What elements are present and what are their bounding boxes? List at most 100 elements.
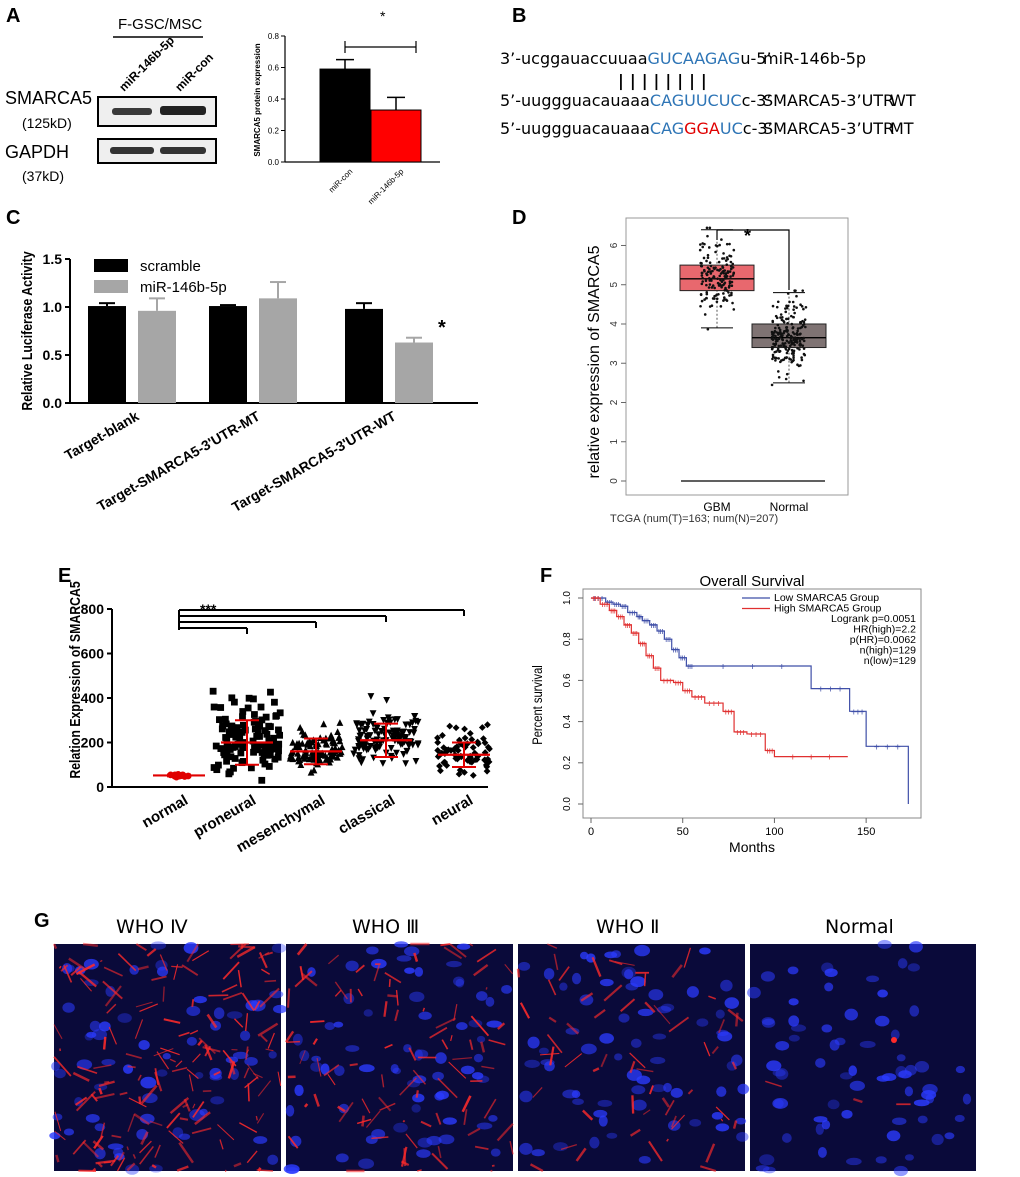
- red-stain-0: [82, 942, 99, 948]
- point-d: [796, 346, 799, 350]
- point-d: [706, 327, 710, 331]
- nucleus-1: [283, 1164, 300, 1174]
- nucleus-3: [772, 1098, 789, 1109]
- nucleus-1: [334, 1065, 345, 1076]
- red-stain-0: [72, 1071, 90, 1082]
- point-e: [371, 727, 379, 735]
- point-e: [327, 731, 335, 739]
- red-stain-1: [450, 1035, 453, 1042]
- censor-mark-f: +: [859, 707, 865, 718]
- red-stain-0: [178, 1141, 194, 1164]
- nucleus-1: [345, 960, 359, 972]
- red-stain-0: [192, 1053, 201, 1063]
- nucleus-3: [893, 1165, 908, 1177]
- red-stain-1: [379, 1102, 396, 1111]
- point-e: [461, 725, 468, 733]
- point-e: [275, 726, 282, 734]
- red-stain-1: [310, 1020, 325, 1024]
- chart-e-subtypes: *** 0200400600800normalproneuralmesenchy…: [67, 581, 493, 856]
- point-d: [730, 291, 733, 295]
- nucleus-2: [663, 1082, 672, 1093]
- point-d: [792, 305, 796, 308]
- red-stain-1: [400, 1160, 410, 1166]
- point-d: [715, 300, 719, 304]
- wt-sequence: 5’-uuggguacauaaaCAGUUCUCc-3’: [500, 91, 771, 110]
- nucleus-3: [824, 982, 834, 992]
- nucleus-1: [453, 976, 465, 987]
- nucleus-1: [434, 1092, 445, 1101]
- red-stain-0: [237, 969, 242, 988]
- wt-seq-seed: CAGUUCUC: [650, 91, 742, 110]
- point-e: [222, 734, 230, 741]
- point-e: [394, 716, 401, 723]
- nucleus-2: [599, 1033, 614, 1044]
- nucleus-0: [101, 1058, 116, 1066]
- red-stain-0: [246, 1150, 258, 1164]
- red-stain-0: [192, 1103, 196, 1109]
- red-stain-0: [90, 1093, 98, 1102]
- point-d: [776, 347, 780, 351]
- nucleus-1: [412, 1093, 425, 1103]
- nucleus-2: [559, 982, 568, 991]
- nucleus-3: [913, 1099, 930, 1107]
- nucleus-0: [213, 1007, 225, 1020]
- y-tick-label-f: 1.0: [562, 591, 573, 605]
- red-stain-0: [194, 1111, 211, 1126]
- point-d: [798, 339, 802, 343]
- red-stain-1: [357, 988, 363, 997]
- legend-label-c-0: scramble: [140, 258, 201, 275]
- red-stain-2: [629, 1060, 636, 1074]
- point-d: [705, 259, 708, 263]
- point-d: [776, 300, 780, 304]
- nucleus-0: [105, 986, 116, 997]
- point-e: [473, 755, 481, 763]
- point-d: [798, 337, 802, 340]
- red-stain-2: [731, 1061, 737, 1070]
- nucleus-1: [407, 1079, 421, 1088]
- red-stain-0: [191, 1127, 212, 1135]
- red-stain-0: [181, 964, 199, 977]
- point-d: [799, 342, 802, 345]
- nucleus-1: [414, 966, 424, 977]
- y-tick-label-d: 5: [609, 282, 620, 288]
- nucleus-2: [724, 997, 740, 1009]
- red-stain-2: [548, 1016, 557, 1023]
- point-e: [480, 735, 487, 743]
- point-e: [258, 776, 266, 784]
- nucleus-2: [652, 1033, 667, 1040]
- nucleus-2: [648, 989, 664, 1001]
- wt-tag: WT: [890, 91, 916, 110]
- red-stain-0: [137, 965, 149, 971]
- point-e: [389, 727, 397, 735]
- red-stain-0: [178, 1031, 190, 1037]
- point-e: [265, 737, 273, 745]
- point-e: [249, 737, 257, 745]
- y-tick-label-d: 1: [609, 439, 620, 445]
- legend-swatch-c-0: [94, 259, 128, 272]
- nucleus-1: [418, 1011, 432, 1020]
- nucleus-1: [460, 1065, 475, 1075]
- censor-mark-f: +: [604, 600, 610, 611]
- point-d: [785, 326, 788, 329]
- point-e: [228, 694, 236, 702]
- point-d: [723, 269, 727, 272]
- nucleus-1: [485, 996, 495, 1007]
- red-stain-0: [188, 1074, 194, 1092]
- nucleus-2: [686, 986, 699, 998]
- point-e: [383, 696, 391, 704]
- red-stain-0: [127, 1065, 136, 1069]
- point-e: [227, 753, 235, 761]
- censor-mark-f: +: [674, 646, 680, 657]
- censor-mark-f: +: [654, 664, 660, 675]
- point-e: [355, 727, 363, 735]
- red-stain-0: [173, 964, 179, 980]
- nucleus-2: [579, 994, 594, 1006]
- nucleus-2: [572, 972, 582, 985]
- x-tick-label-e: neural: [429, 792, 476, 829]
- censor-mark-f: +: [689, 662, 695, 673]
- point-e: [210, 764, 218, 771]
- nucleus-1: [486, 1020, 503, 1028]
- nucleus-1: [320, 1063, 330, 1075]
- censor-mark-f: +: [837, 685, 843, 696]
- point-e: [233, 724, 241, 732]
